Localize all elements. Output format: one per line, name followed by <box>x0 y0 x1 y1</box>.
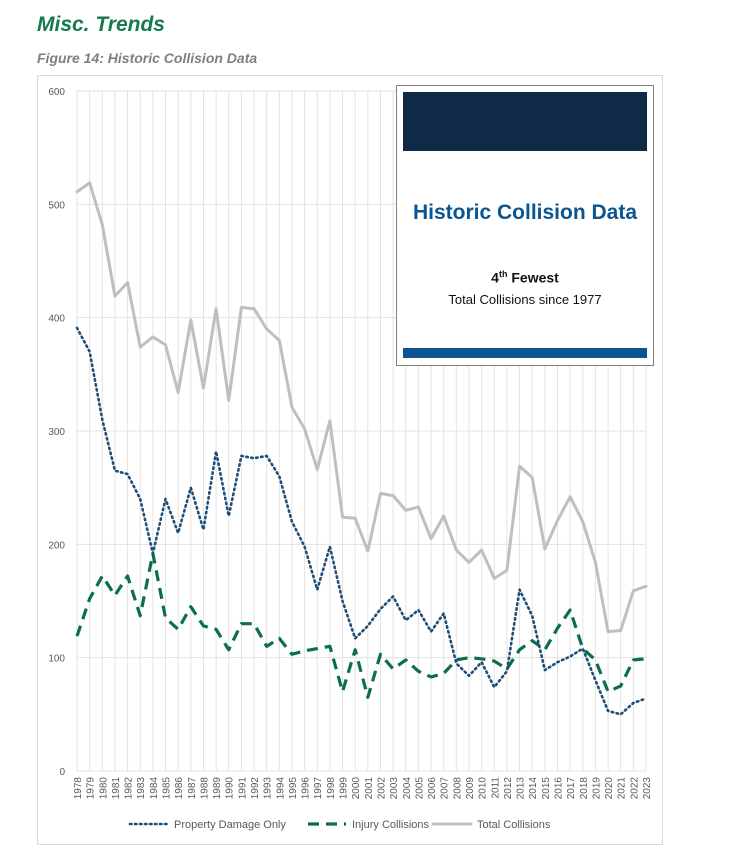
x-tick-label: 1983 <box>136 777 147 800</box>
inset-blue-bar <box>403 348 647 358</box>
y-tick-label: 300 <box>48 427 65 438</box>
x-tick-label: 1992 <box>250 777 261 800</box>
x-tick-label: 2018 <box>579 777 590 800</box>
x-tick-label: 2010 <box>478 777 489 800</box>
x-tick-label: 2023 <box>642 777 653 800</box>
x-tick-label: 2004 <box>402 777 413 800</box>
x-tick-label: 2022 <box>629 777 640 800</box>
x-tick-label: 2002 <box>376 777 387 800</box>
series-line-solid <box>75 181 648 634</box>
x-tick-label: 1990 <box>225 777 236 800</box>
x-tick-label: 1998 <box>326 777 337 800</box>
x-tick-label: 2006 <box>427 777 438 800</box>
x-tick-label: 1981 <box>111 777 122 800</box>
x-tick-label: 1982 <box>124 777 135 800</box>
x-tick-label: 1997 <box>313 777 324 800</box>
x-tick-label: 1986 <box>174 777 185 800</box>
series-line-dotted <box>75 326 648 716</box>
x-tick-label: 2005 <box>414 777 425 800</box>
rank-suffix: th <box>498 269 508 279</box>
x-tick-label: 1991 <box>237 777 248 800</box>
x-tick-label: 1988 <box>199 777 210 800</box>
y-tick-label: 600 <box>48 87 65 98</box>
x-tick-label: 1980 <box>98 777 109 800</box>
x-tick-label: 2014 <box>528 777 539 800</box>
x-tick-label: 2013 <box>516 777 527 800</box>
x-tick-label: 1996 <box>301 777 312 800</box>
x-tick-label: 2016 <box>553 777 564 800</box>
series-line-dashed <box>75 551 647 699</box>
x-tick-label: 2008 <box>452 777 463 800</box>
x-tick-label: 2019 <box>591 777 602 800</box>
inset-callout: Historic Collision Data 4th Fewest Total… <box>396 85 654 366</box>
inset-subtitle: Total Collisions since 1977 <box>448 292 602 307</box>
inset-title: Historic Collision Data <box>412 201 638 224</box>
x-tick-label: 1987 <box>187 777 198 800</box>
legend-label: Property Damage Only <box>174 819 286 831</box>
x-tick-label: 2020 <box>604 777 615 800</box>
x-tick-label: 1999 <box>339 777 350 800</box>
y-tick-label: 100 <box>48 654 65 665</box>
inset-rank: 4th Fewest <box>397 269 653 286</box>
x-tick-label: 2001 <box>364 777 375 800</box>
x-tick-label: 1993 <box>263 777 274 800</box>
x-tick-label: 2007 <box>440 777 451 800</box>
x-tick-label: 1984 <box>149 777 160 800</box>
x-tick-label: 1994 <box>275 777 286 800</box>
x-tick-label: 1979 <box>86 777 97 800</box>
y-tick-label: 400 <box>48 314 65 325</box>
rank-number: 4 <box>491 269 499 286</box>
inset-navy-bar <box>403 92 647 151</box>
x-tick-label: 2015 <box>541 777 552 800</box>
y-tick-label: 500 <box>48 200 65 211</box>
x-tick-label: 1995 <box>288 777 299 800</box>
y-tick-label: 200 <box>48 540 65 551</box>
y-tick-label: 0 <box>59 767 65 778</box>
legend-label: Injury Collisions <box>352 819 430 831</box>
x-tick-label: 2011 <box>490 777 501 799</box>
x-tick-label: 2017 <box>566 777 577 800</box>
x-tick-label: 1985 <box>162 777 173 800</box>
rank-word: Fewest <box>511 269 559 286</box>
figure-title: Figure 14: Historic Collision Data <box>37 50 258 66</box>
x-tick-label: 2021 <box>617 777 628 800</box>
x-tick-label: 1978 <box>73 777 84 800</box>
legend-label: Total Collisions <box>477 819 551 831</box>
x-tick-label: 2003 <box>389 777 400 800</box>
x-tick-label: 1989 <box>212 777 223 800</box>
x-tick-label: 2009 <box>465 777 476 800</box>
section-title: Misc. Trends <box>37 13 165 36</box>
x-tick-label: 2000 <box>351 777 362 800</box>
collision-chart: 0 100 200 300 400 500 600 1978 1979 1980 1981 1982 1… <box>37 75 663 845</box>
x-tick-label: 2012 <box>503 777 514 800</box>
